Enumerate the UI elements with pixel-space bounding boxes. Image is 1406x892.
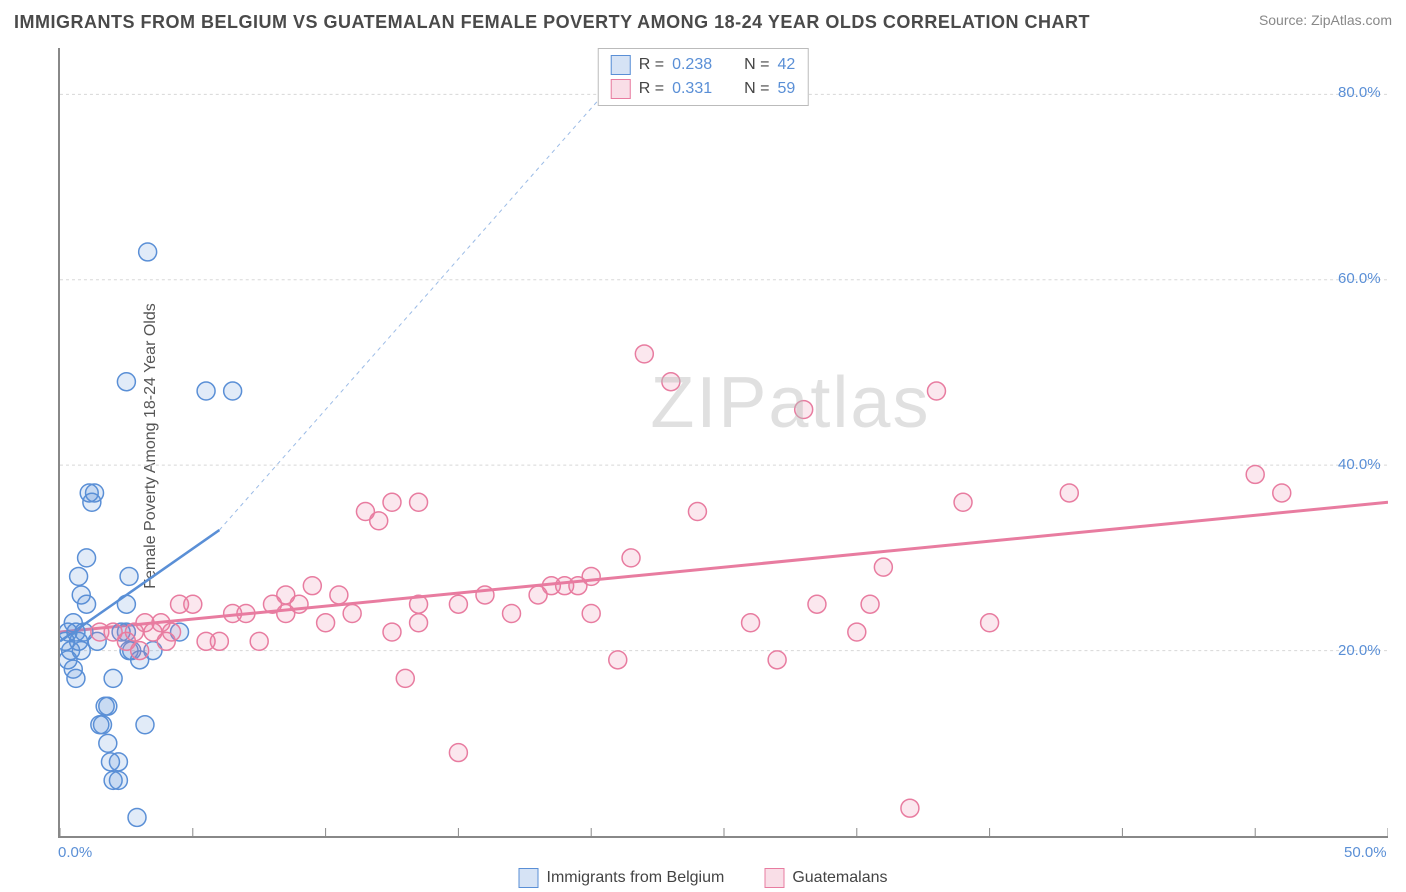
data-point	[99, 697, 117, 715]
data-point	[109, 771, 127, 789]
data-point	[120, 567, 138, 585]
data-point	[99, 734, 117, 752]
data-point	[410, 595, 428, 613]
legend-item: Guatemalans	[764, 868, 887, 888]
legend-label: Guatemalans	[792, 869, 887, 887]
legend-series: Immigrants from Belgium Guatemalans	[519, 868, 888, 888]
data-point	[635, 345, 653, 363]
legend-r-label: R =	[639, 80, 664, 98]
x-tick-label: 0.0%	[58, 844, 92, 861]
data-point	[768, 651, 786, 669]
y-tick-label: 60.0%	[1338, 270, 1381, 287]
data-point	[503, 605, 521, 623]
data-point	[874, 558, 892, 576]
data-point	[410, 493, 428, 511]
data-point	[808, 595, 826, 613]
data-point	[237, 605, 255, 623]
legend-swatch-blue	[519, 868, 539, 888]
data-point	[981, 614, 999, 632]
data-point	[128, 808, 146, 826]
data-point	[383, 493, 401, 511]
y-tick-label: 80.0%	[1338, 84, 1381, 101]
chart-svg	[60, 48, 1388, 836]
legend-r-value: 0.331	[672, 80, 712, 98]
data-point	[954, 493, 972, 511]
data-point	[1273, 484, 1291, 502]
y-tick-label: 20.0%	[1338, 642, 1381, 659]
data-point	[94, 716, 112, 734]
data-point	[317, 614, 335, 632]
legend-stats-row: R = 0.331 N = 59	[611, 77, 796, 101]
data-point	[476, 586, 494, 604]
data-point	[396, 669, 414, 687]
data-point	[795, 401, 813, 419]
data-point	[136, 716, 154, 734]
data-point	[104, 669, 122, 687]
data-point	[290, 595, 308, 613]
data-point	[609, 651, 627, 669]
data-point	[449, 744, 467, 762]
legend-stats-row: R = 0.238 N = 42	[611, 53, 796, 77]
data-point	[139, 243, 157, 261]
data-point	[117, 595, 135, 613]
legend-swatch-blue	[611, 55, 631, 75]
data-point	[1246, 465, 1264, 483]
data-point	[250, 632, 268, 650]
data-point	[662, 373, 680, 391]
data-point	[117, 373, 135, 391]
data-point	[582, 605, 600, 623]
data-point	[197, 382, 215, 400]
data-point	[67, 669, 85, 687]
data-point	[383, 623, 401, 641]
y-tick-label: 40.0%	[1338, 456, 1381, 473]
data-point	[72, 642, 90, 660]
legend-n-value: 42	[777, 56, 795, 74]
chart-title: IMMIGRANTS FROM BELGIUM VS GUATEMALAN FE…	[14, 12, 1090, 33]
legend-swatch-pink	[764, 868, 784, 888]
data-point	[78, 549, 96, 567]
data-point	[70, 567, 88, 585]
data-point	[163, 623, 181, 641]
x-tick-label: 50.0%	[1344, 844, 1387, 861]
data-point	[622, 549, 640, 567]
data-point	[901, 799, 919, 817]
legend-n-label: N =	[744, 80, 769, 98]
data-point	[330, 586, 348, 604]
data-point	[224, 382, 242, 400]
data-point	[848, 623, 866, 641]
data-point	[131, 642, 149, 660]
data-point	[303, 577, 321, 595]
data-point	[688, 503, 706, 521]
data-point	[582, 567, 600, 585]
data-point	[184, 595, 202, 613]
data-point	[86, 484, 104, 502]
data-point	[449, 595, 467, 613]
legend-n-value: 59	[777, 80, 795, 98]
data-point	[109, 753, 127, 771]
data-point	[861, 595, 879, 613]
data-point	[927, 382, 945, 400]
data-point	[410, 614, 428, 632]
source-label: Source: ZipAtlas.com	[1259, 12, 1392, 28]
data-point	[370, 512, 388, 530]
legend-swatch-pink	[611, 79, 631, 99]
legend-label: Immigrants from Belgium	[547, 869, 725, 887]
data-point	[343, 605, 361, 623]
legend-r-value: 0.238	[672, 56, 712, 74]
legend-item: Immigrants from Belgium	[519, 868, 725, 888]
data-point	[78, 595, 96, 613]
data-point	[742, 614, 760, 632]
data-point	[1060, 484, 1078, 502]
data-point	[210, 632, 228, 650]
legend-r-label: R =	[639, 56, 664, 74]
legend-n-label: N =	[744, 56, 769, 74]
legend-stats: R = 0.238 N = 42 R = 0.331 N = 59	[598, 48, 809, 106]
plot-area: ZIPatlas	[58, 48, 1388, 838]
